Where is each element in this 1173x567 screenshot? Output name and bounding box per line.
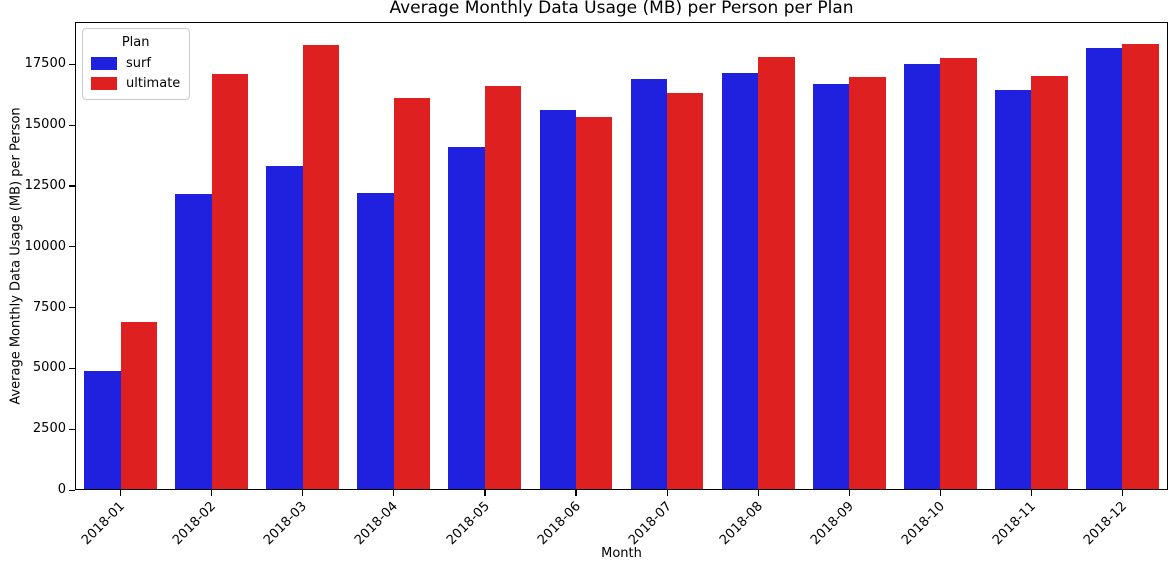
y-tick-label: 10000 — [24, 238, 66, 254]
bar-surf-2018-07 — [630, 78, 668, 490]
x-tick-mark — [666, 490, 668, 496]
x-tick-label: 2018-07 — [625, 499, 675, 549]
bar-ultimate-2018-01 — [120, 321, 157, 490]
bar-surf-2018-12 — [1086, 48, 1123, 490]
y-tick-mark — [69, 428, 75, 430]
bar-ultimate-2018-02 — [211, 74, 249, 490]
y-tick-label: 2500 — [32, 421, 66, 437]
bar-ultimate-2018-03 — [302, 45, 340, 490]
y-tick-mark — [69, 367, 75, 370]
legend-item-surf: surf — [91, 53, 180, 73]
bar-surf-2018-10 — [903, 63, 941, 490]
legend-item-label: ultimate — [126, 75, 181, 91]
x-tick-label: 2018-08 — [716, 499, 766, 549]
x-tick-mark — [211, 490, 213, 496]
y-tick-label: 12500 — [24, 177, 66, 193]
x-tick-mark — [302, 490, 304, 496]
x-tick-label: 2018-04 — [352, 499, 402, 549]
x-tick-label: 2018-06 — [534, 499, 584, 549]
bar-surf-2018-03 — [266, 166, 303, 490]
x-tick-label: 2018-11 — [989, 499, 1039, 549]
legend-item-label: surf — [126, 55, 151, 71]
bar-surf-2018-01 — [84, 370, 121, 490]
plot-area: Plan surf ultimate — [75, 22, 1168, 490]
y-tick-label: 17500 — [24, 56, 66, 72]
x-tick-label: 2018-10 — [898, 499, 948, 549]
bar-ultimate-2018-10 — [940, 58, 977, 490]
bar-ultimate-2018-07 — [667, 92, 704, 490]
legend-title: Plan — [121, 35, 150, 50]
x-tick-label: 2018-05 — [443, 499, 493, 549]
x-tick-label: 2018-01 — [79, 499, 129, 549]
y-tick-mark — [69, 307, 75, 309]
x-tick-mark — [120, 490, 122, 496]
y-tick-mark — [69, 185, 75, 187]
bar-ultimate-2018-08 — [758, 56, 795, 490]
y-tick-mark — [69, 489, 75, 491]
bar-surf-2018-02 — [175, 194, 212, 490]
bar-surf-2018-09 — [812, 84, 850, 490]
bar-surf-2018-11 — [994, 90, 1032, 490]
x-tick-mark — [575, 490, 577, 496]
bar-surf-2018-04 — [357, 193, 394, 490]
y-tick-label: 15000 — [24, 117, 66, 133]
bar-ultimate-2018-09 — [849, 76, 886, 490]
x-tick-mark — [1121, 490, 1124, 496]
x-tick-mark — [757, 490, 759, 496]
x-tick-mark — [939, 490, 941, 496]
bar-surf-2018-06 — [539, 110, 576, 490]
y-tick-mark — [69, 246, 75, 248]
bar-ultimate-2018-06 — [575, 117, 613, 490]
chart-title: Average Monthly Data Usage (MB) per Pers… — [389, 0, 854, 18]
legend-swatch-ultimate-icon — [91, 76, 117, 90]
x-tick-label: 2018-12 — [1081, 499, 1131, 549]
bar-ultimate-2018-11 — [1031, 75, 1068, 490]
legend-swatch-surf-icon — [91, 56, 117, 70]
x-axis-label: Month — [601, 546, 642, 561]
y-tick-mark — [69, 63, 75, 65]
bar-ultimate-2018-12 — [1122, 44, 1159, 490]
x-tick-mark — [393, 490, 395, 496]
legend-item-ultimate: ultimate — [91, 73, 180, 93]
x-tick-label: 2018-09 — [807, 499, 857, 549]
bar-ultimate-2018-05 — [484, 85, 522, 490]
x-tick-mark — [1030, 490, 1033, 496]
y-tick-mark — [69, 124, 75, 126]
y-tick-label: 7500 — [32, 299, 66, 315]
y-tick-label: 0 — [57, 482, 66, 497]
bar-ultimate-2018-04 — [393, 98, 431, 490]
bar-surf-2018-05 — [448, 147, 485, 490]
legend: Plan surf ultimate — [82, 28, 191, 100]
x-tick-mark — [484, 490, 486, 496]
x-tick-label: 2018-02 — [170, 499, 220, 549]
x-tick-label: 2018-03 — [261, 499, 311, 549]
bar-surf-2018-08 — [721, 73, 759, 490]
y-tick-label: 5000 — [32, 360, 66, 376]
x-tick-mark — [848, 490, 850, 496]
